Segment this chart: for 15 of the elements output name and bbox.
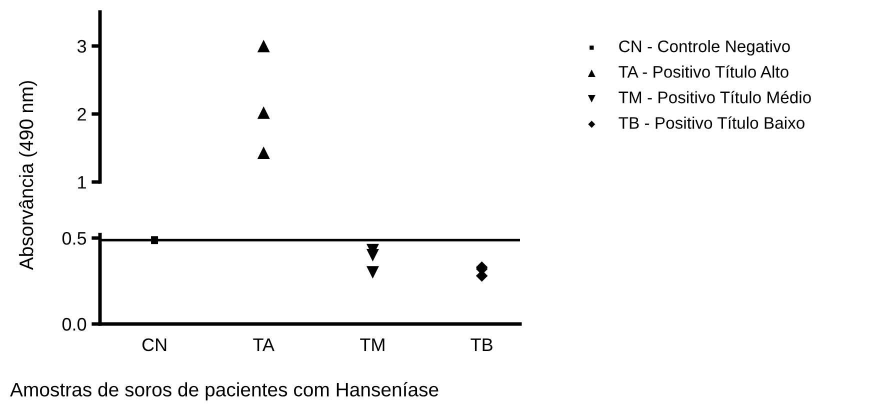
y-axis-title: Absorvância (490 nm) <box>18 81 38 270</box>
x-tick-label: TM <box>360 338 384 351</box>
y-tick-label: 3 <box>77 40 86 53</box>
x-axis-title: Amostras de soros de pacientes com Hanseníase <box>10 382 438 400</box>
x-tick-label: TA <box>253 338 274 351</box>
y-tick-label: 2 <box>78 108 86 121</box>
legend-label: TA - Positivo Título Alto <box>618 65 788 78</box>
x-tick-label: TB <box>470 338 492 351</box>
y-tick-label: 0.0 <box>62 318 86 331</box>
text: TM - Positivo Título Médio <box>618 90 811 104</box>
legend-label: CN - Controle Negativo <box>619 40 790 56</box>
y-tick-label: 0.5 <box>62 232 86 245</box>
y-tick-label: 1 <box>78 176 86 189</box>
x-tick-label: CN <box>142 338 166 352</box>
text: TB - Positivo Título Baixo <box>618 116 804 129</box>
